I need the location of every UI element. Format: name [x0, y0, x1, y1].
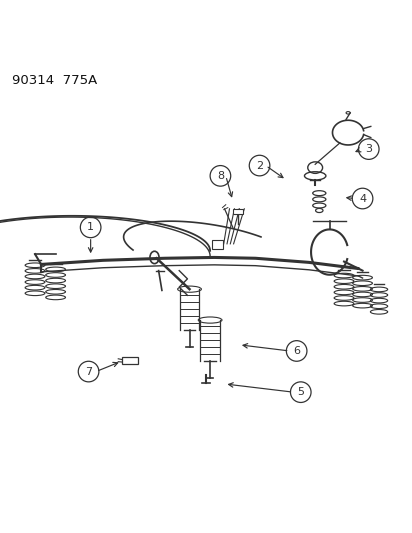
Text: 90314  775A: 90314 775A: [12, 74, 98, 87]
FancyBboxPatch shape: [233, 209, 243, 214]
Text: 4: 4: [359, 193, 366, 204]
FancyBboxPatch shape: [122, 357, 138, 364]
Text: 5: 5: [297, 387, 304, 397]
Text: 8: 8: [217, 171, 224, 181]
Text: 3: 3: [365, 144, 372, 154]
Text: 2: 2: [256, 160, 263, 171]
FancyBboxPatch shape: [212, 240, 223, 249]
Text: 7: 7: [85, 367, 92, 376]
Text: 6: 6: [293, 346, 300, 356]
Text: 1: 1: [87, 222, 94, 232]
